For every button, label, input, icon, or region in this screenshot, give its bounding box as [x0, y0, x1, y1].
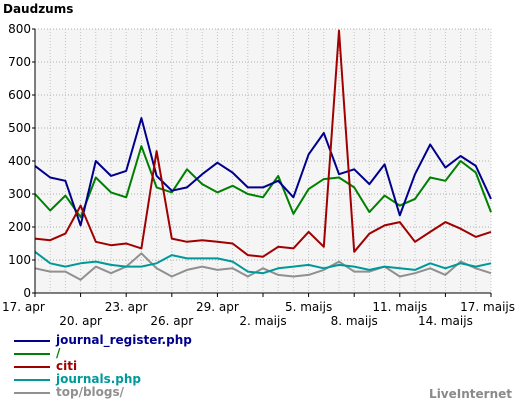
x-tick-label: 17. apr [2, 300, 45, 314]
series-line-3 [34, 29, 492, 258]
y-axis-ticks: 0 100 200 300 400 500 600 700 800 [8, 22, 35, 300]
x-tick-label: 5. maijs [285, 300, 332, 314]
x-tick-label: 14. maijs [418, 314, 473, 328]
x-tick-label: 8. maijs [331, 314, 378, 328]
legend-label: journals.php [56, 372, 141, 386]
y-tick-label: 200 [8, 220, 31, 234]
chart-title: Daudzums [3, 2, 74, 16]
x-tick-label: 20. apr [59, 314, 102, 328]
y-tick-label: 300 [8, 187, 31, 201]
y-tick-label: 500 [8, 121, 31, 135]
x-tick-label: 11. maijs [372, 300, 427, 314]
legend-label: / [56, 346, 61, 360]
series-line-2 [34, 145, 492, 219]
legend-swatch [14, 366, 50, 368]
legend-swatch [14, 353, 50, 355]
legend-label: top/blogs/ [56, 385, 125, 399]
y-tick-label: 400 [8, 154, 31, 168]
legend-swatch [14, 379, 50, 381]
y-tick-label: 100 [8, 253, 31, 267]
y-tick-label: 600 [8, 88, 31, 102]
series-line-4 [34, 251, 492, 275]
x-axis-ticks: 17. apr 23. apr 29. apr 5. maijs 11. maijs 17… [2, 293, 515, 328]
y-tick-label: 800 [8, 22, 31, 36]
y-tick-label: 700 [8, 55, 31, 69]
x-tick-label: 17. maijs [460, 300, 515, 314]
legend-label: journal_register.php [56, 333, 192, 347]
x-tick-label: 23. apr [105, 300, 148, 314]
legend-swatch [14, 340, 50, 342]
series-line-1 [34, 117, 492, 227]
legend-swatch [14, 392, 50, 394]
y-tick-label: 0 [23, 286, 31, 300]
x-tick-label: 2. maijs [239, 314, 286, 328]
brand-label: LiveInternet [429, 387, 512, 401]
series-line-5 [34, 252, 492, 281]
legend-label: citi [56, 359, 78, 373]
x-tick-label: 26. apr [150, 314, 193, 328]
x-tick-label: 29. apr [196, 300, 239, 314]
series-group [34, 29, 492, 281]
